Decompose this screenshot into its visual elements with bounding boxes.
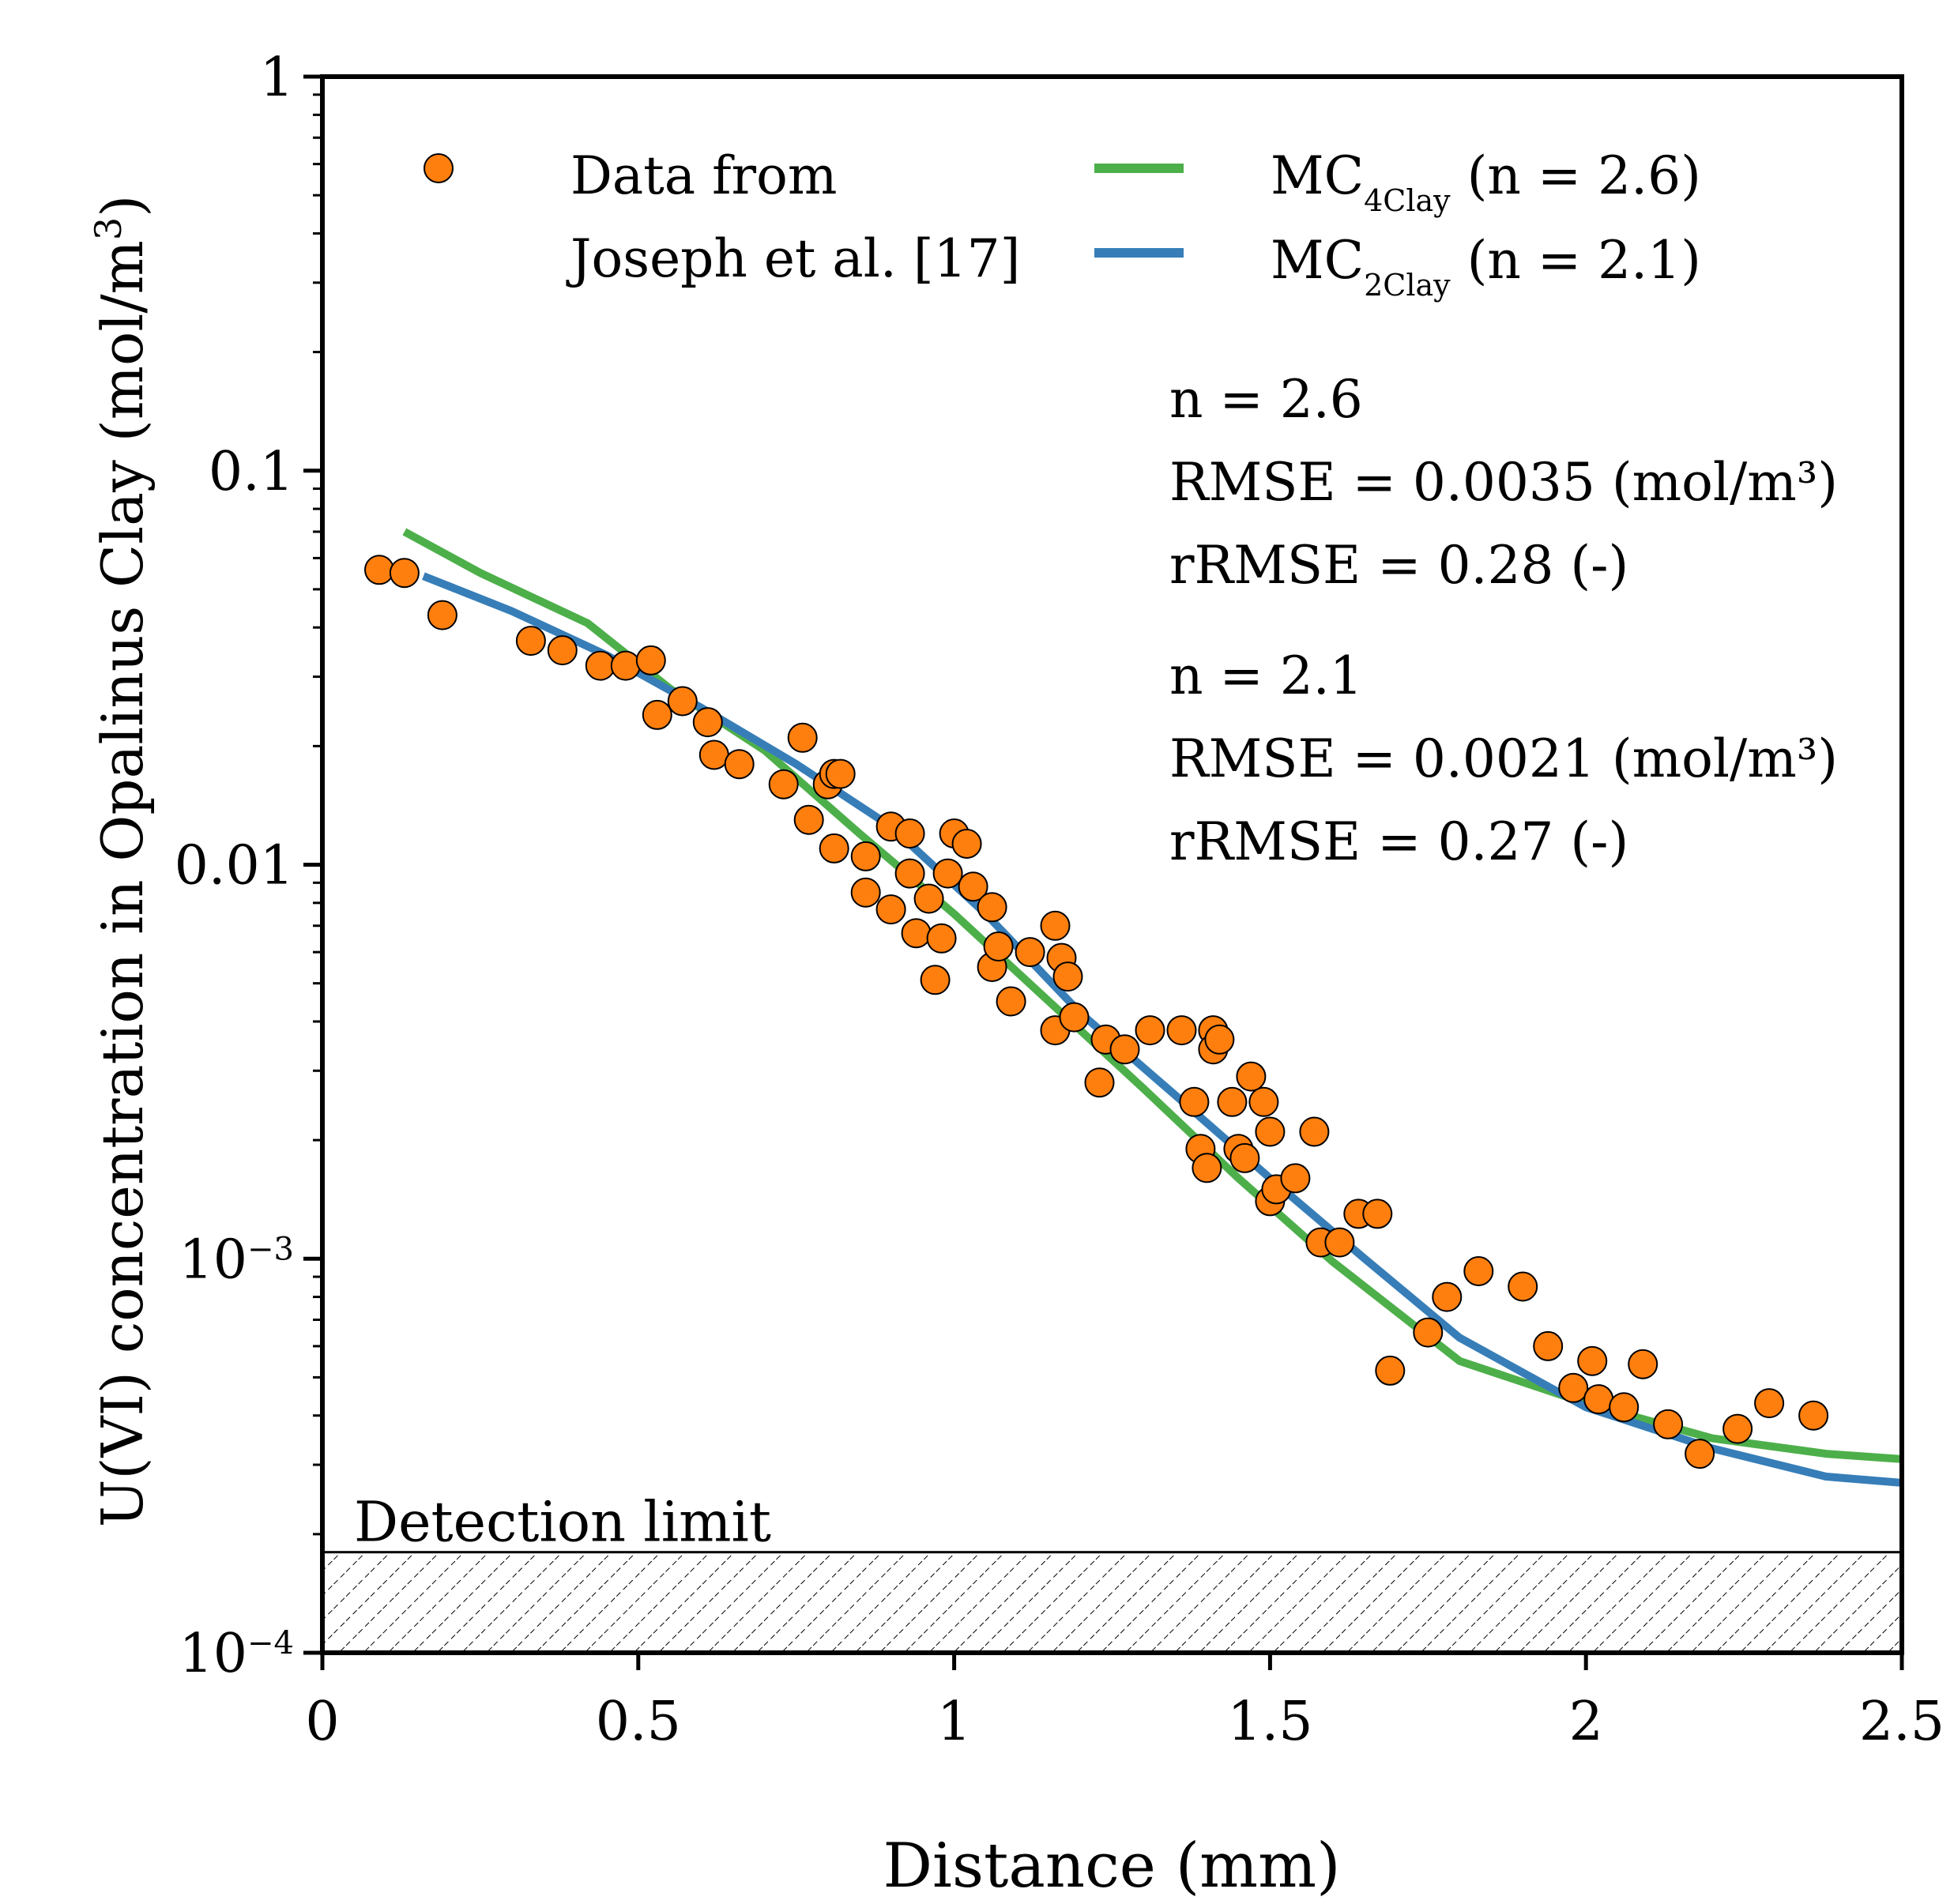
fit2-rmse: RMSE = 0.0021 (mol/m³) <box>1169 728 1838 789</box>
data-point-8 <box>642 699 672 730</box>
x-tick-label-0: 0 <box>305 1691 339 1753</box>
legend-label-data-line2: Joseph et al. [17] <box>566 228 1020 289</box>
data-point-55 <box>1217 1086 1248 1117</box>
y-tick-label-2: 0.01 <box>175 835 294 897</box>
data-point-47 <box>1135 1015 1165 1046</box>
data-point-80 <box>1653 1409 1684 1439</box>
legend-marker-data <box>424 153 454 183</box>
data-point-69 <box>1375 1355 1406 1386</box>
data-point-2 <box>427 600 457 630</box>
data-point-19 <box>819 833 849 864</box>
detection-limit-band <box>321 1551 1903 1654</box>
data-point-11 <box>698 739 729 770</box>
data-point-54 <box>1204 1024 1235 1055</box>
data-point-72 <box>1463 1256 1494 1286</box>
data-point-0 <box>364 555 394 585</box>
fit-statistics: n = 2.6 RMSE = 0.0035 (mol/m³) rRMSE = 0… <box>1169 369 1838 872</box>
x-axis-label: Distance (mm) <box>883 1831 1340 1902</box>
data-point-3 <box>515 626 546 657</box>
data-point-75 <box>1558 1372 1589 1403</box>
legend-label-data-line1: Data from <box>570 145 837 206</box>
data-point-39 <box>1040 910 1071 941</box>
x-tick-label-2: 1 <box>937 1691 971 1753</box>
fit1-n: n = 2.6 <box>1169 369 1363 430</box>
data-point-73 <box>1508 1271 1538 1302</box>
data-point-59 <box>1248 1086 1279 1117</box>
data-point-13 <box>768 769 799 800</box>
data-point-58 <box>1236 1061 1267 1092</box>
data-point-5 <box>585 650 616 681</box>
y-tick-label-1: 0.1 <box>209 441 294 503</box>
data-point-9 <box>667 686 698 717</box>
data-point-24 <box>894 858 925 889</box>
data-point-77 <box>1583 1384 1614 1415</box>
legend-label-mc2clay: MC2Clay (n = 2.1) <box>1271 230 1701 303</box>
fit1-rrmse: rRMSE = 0.28 (-) <box>1169 535 1628 596</box>
data-point-82 <box>1722 1413 1753 1444</box>
data-point-71 <box>1432 1281 1463 1312</box>
data-point-27 <box>913 883 944 914</box>
data-point-14 <box>787 722 818 753</box>
y-axis-label: U(VI) concentration in Opalinus Clay (mo… <box>87 195 156 1528</box>
data-point-84 <box>1798 1400 1829 1431</box>
fit2-n: n = 2.1 <box>1169 645 1363 706</box>
data-point-18 <box>825 758 856 789</box>
data-point-25 <box>894 818 925 849</box>
data-point-78 <box>1609 1392 1640 1423</box>
legend-label-mc4clay: MC4Clay (n = 2.6) <box>1271 145 1701 218</box>
data-point-36 <box>983 931 1014 961</box>
data-point-64 <box>1299 1116 1330 1147</box>
data-point-81 <box>1685 1439 1715 1469</box>
data-point-76 <box>1577 1345 1608 1376</box>
data-point-83 <box>1754 1388 1785 1419</box>
data-point-66 <box>1324 1227 1355 1258</box>
data-point-22 <box>875 894 906 925</box>
data-point-7 <box>635 645 666 675</box>
data-point-49 <box>1179 1086 1210 1117</box>
data-point-12 <box>724 749 755 780</box>
data-point-21 <box>850 877 881 908</box>
y-tick-label-0: 1 <box>260 47 294 109</box>
y-tick-label-3: 10−3 <box>179 1229 295 1291</box>
data-point-42 <box>1052 961 1083 992</box>
data-point-30 <box>932 858 963 889</box>
data-point-68 <box>1362 1198 1393 1229</box>
data-point-28 <box>920 965 951 995</box>
legend: Data from Joseph et al. [17] MC4Clay (n … <box>424 145 1701 303</box>
data-point-26 <box>901 918 932 949</box>
data-point-70 <box>1413 1317 1444 1348</box>
data-point-74 <box>1533 1330 1564 1361</box>
data-point-33 <box>958 871 988 902</box>
data-point-57 <box>1229 1142 1260 1173</box>
data-point-38 <box>1015 937 1045 968</box>
data-point-34 <box>977 892 1007 923</box>
data-point-51 <box>1192 1153 1222 1183</box>
x-tick-label-3: 1.5 <box>1227 1691 1312 1753</box>
data-point-15 <box>793 804 824 835</box>
data-point-20 <box>850 841 881 871</box>
data-point-10 <box>692 707 723 738</box>
data-point-48 <box>1166 1015 1197 1046</box>
fit1-rmse: RMSE = 0.0035 (mol/m³) <box>1169 452 1838 513</box>
fit2-rrmse: rRMSE = 0.27 (-) <box>1169 811 1628 872</box>
x-tick-label-1: 0.5 <box>596 1691 681 1753</box>
data-point-29 <box>926 923 957 954</box>
data-point-32 <box>951 829 982 859</box>
x-tick-label-5: 2.5 <box>1859 1691 1945 1753</box>
data-point-4 <box>547 635 578 666</box>
data-point-1 <box>389 558 420 589</box>
data-point-60 <box>1255 1116 1286 1147</box>
x-tick-label-4: 2 <box>1569 1691 1603 1753</box>
detection-limit-label: Detection limit <box>354 1490 771 1555</box>
data-point-46 <box>1109 1034 1140 1065</box>
data-point-79 <box>1628 1349 1658 1379</box>
data-point-44 <box>1084 1067 1115 1098</box>
data-point-6 <box>610 650 641 681</box>
y-tick-label-4: 10−4 <box>179 1623 295 1685</box>
data-point-43 <box>1059 1002 1090 1033</box>
data-point-63 <box>1280 1163 1311 1194</box>
data-point-37 <box>996 986 1026 1017</box>
